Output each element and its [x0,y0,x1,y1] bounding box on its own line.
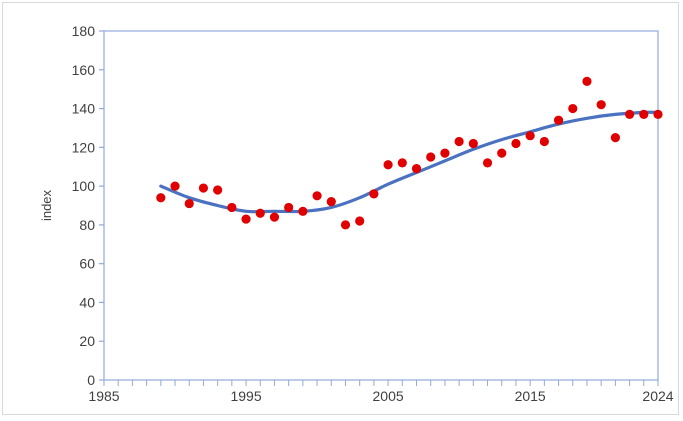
data-point [269,212,280,222]
x-tick-label: 2024 [642,388,673,404]
data-point [369,189,379,199]
y-tick-label: 140 [72,101,96,117]
data-point [255,208,265,218]
y-tick-label: 180 [72,23,96,39]
y-axis-label: index [39,189,54,221]
y-tick-label: 60 [79,256,95,272]
data-point [426,152,436,162]
scatter-chart: 0 20 40 60 80 100 120 140 160 180 1985 1995 2005 201… [39,23,674,404]
y-tick-label: 100 [72,178,96,194]
y-tick-label: 160 [72,62,96,78]
y-tick-label: 0 [87,372,95,388]
data-point [326,197,336,207]
x-tick-label: 2015 [515,388,546,404]
y-tick-label: 40 [79,294,95,310]
x-tick-label: 1995 [230,388,261,404]
data-point [156,193,166,203]
data-point [227,202,237,213]
data-point [312,191,322,201]
x-tick-label: 1985 [88,388,119,404]
data-point [440,148,450,158]
y-tick-label: 80 [79,217,95,233]
data-point [355,216,365,226]
data-point [284,202,294,213]
data-points [156,76,663,230]
data-point [383,160,393,170]
data-point [582,76,592,87]
data-point [525,131,535,141]
data-point [411,164,422,174]
data-point [482,158,493,168]
chart-frame: 0 20 40 60 80 100 120 140 160 180 1985 1995 2005 201… [2,2,679,415]
data-point [213,185,223,195]
data-point [610,133,620,143]
data-point [170,181,180,191]
data-point [653,109,663,119]
data-point [497,148,507,158]
data-point [553,115,564,125]
y-tick-label: 20 [79,333,95,349]
x-tick-label: 2005 [373,388,404,404]
data-point [624,109,635,119]
trend-line [159,110,660,214]
plot-area-border [103,30,659,381]
data-point [639,109,649,119]
x-axis-ticks: 1985 1995 2005 2015 2024 [88,380,674,404]
data-point [596,100,606,110]
data-point [184,198,194,209]
y-tick-label: 120 [72,139,96,155]
data-point [298,206,308,216]
data-point [397,158,407,168]
data-point [568,103,578,114]
data-point [340,220,351,230]
data-point [468,138,478,149]
y-axis-ticks: 0 20 40 60 80 100 120 140 160 180 [72,23,104,388]
data-point [511,138,521,149]
data-point [198,183,209,193]
data-point [539,136,549,147]
data-point [241,214,251,224]
data-point [454,136,464,147]
